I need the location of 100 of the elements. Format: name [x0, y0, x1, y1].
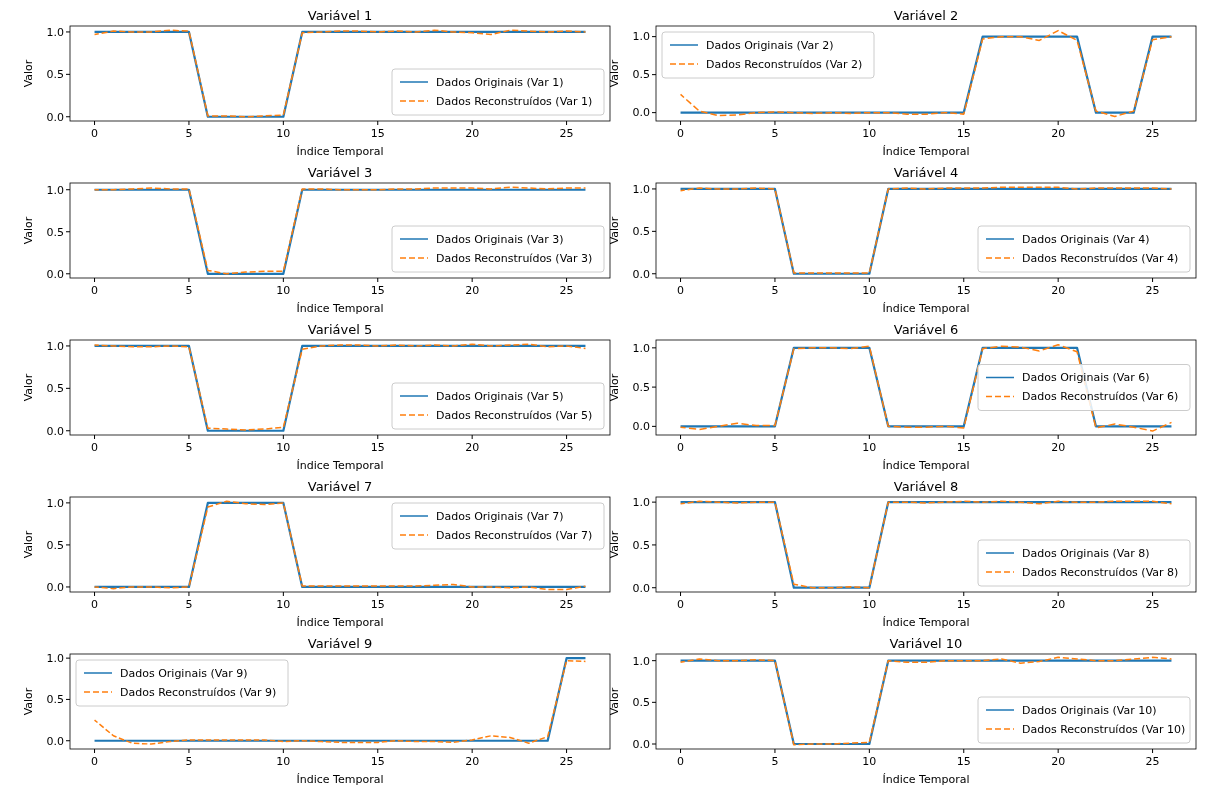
y-tick-label: 0.0	[46, 424, 64, 438]
x-tick-label: 20	[465, 441, 480, 454]
y-tick-label: 1.0	[632, 495, 650, 509]
x-tick-label: 20	[1051, 127, 1066, 140]
y-tick-label: 0.5	[632, 225, 650, 239]
legend-label: Dados Reconstruídos (Var 8)	[1022, 565, 1179, 579]
y-axis-title: Valor	[608, 216, 621, 245]
y-tick-label: 1.0	[632, 182, 650, 196]
x-tick-label: 15	[956, 755, 971, 768]
x-tick-label: 15	[370, 441, 385, 454]
y-tick-label: 0.5	[632, 696, 650, 710]
legend-label: Dados Reconstruídos (Var 1)	[436, 94, 593, 108]
x-tick-label: 20	[1051, 441, 1066, 454]
chart-title: Variável 8	[893, 479, 959, 494]
y-tick-label: 0.5	[46, 68, 64, 82]
x-tick-label: 5	[185, 755, 193, 768]
x-tick-label: 0	[677, 127, 685, 140]
x-tick-label: 5	[771, 598, 779, 611]
legend-label: Dados Originais (Var 8)	[1022, 546, 1150, 560]
x-axis-title: Índice Temporal	[296, 145, 384, 158]
x-tick-label: 25	[559, 284, 574, 297]
y-axis-title: Valor	[22, 530, 35, 559]
x-axis-title: Índice Temporal	[296, 302, 384, 315]
x-tick-label: 15	[370, 755, 385, 768]
legend-label: Dados Reconstruídos (Var 6)	[1022, 390, 1179, 404]
x-axis-title: Índice Temporal	[296, 773, 384, 786]
y-axis-title: Valor	[608, 59, 621, 88]
legend-label: Dados Reconstruídos (Var 4)	[1022, 251, 1179, 265]
chart-title: Variável 10	[889, 636, 963, 651]
y-axis-title: Valor	[22, 216, 35, 245]
y-tick-label: 0.0	[632, 267, 650, 281]
x-tick-label: 10	[276, 284, 291, 297]
y-tick-label: 1.0	[632, 30, 650, 44]
y-tick-label: 0.5	[46, 693, 64, 707]
y-axis-title: Valor	[22, 59, 35, 88]
y-axis-title: Valor	[22, 687, 35, 716]
x-tick-label: 20	[465, 127, 480, 140]
chart-title: Variável 9	[307, 636, 373, 651]
legend-label: Dados Originais (Var 7)	[436, 509, 564, 523]
x-tick-label: 25	[559, 755, 574, 768]
chart-title: Variável 5	[307, 322, 373, 337]
x-axis-title: Índice Temporal	[296, 616, 384, 629]
x-tick-label: 10	[862, 127, 877, 140]
x-tick-label: 15	[956, 284, 971, 297]
x-tick-label: 0	[91, 127, 99, 140]
x-tick-label: 25	[1145, 755, 1160, 768]
x-axis-title: Índice Temporal	[882, 616, 970, 629]
x-tick-label: 25	[559, 598, 574, 611]
x-axis-title: Índice Temporal	[882, 302, 970, 315]
x-tick-label: 5	[771, 284, 779, 297]
y-tick-label: 0.5	[632, 380, 650, 394]
x-tick-label: 0	[91, 755, 99, 768]
legend-label: Dados Originais (Var 4)	[1022, 232, 1150, 246]
x-tick-label: 0	[677, 755, 685, 768]
x-tick-label: 25	[559, 441, 574, 454]
x-axis-title: Índice Temporal	[296, 459, 384, 472]
x-tick-label: 5	[771, 755, 779, 768]
y-tick-label: 0.5	[632, 68, 650, 82]
legend-label: Dados Originais (Var 3)	[436, 232, 564, 246]
y-tick-label: 0.0	[632, 106, 650, 120]
legend-label: Dados Reconstruídos (Var 7)	[436, 528, 593, 542]
y-tick-label: 1.0	[46, 25, 64, 39]
x-tick-label: 25	[1145, 598, 1160, 611]
legend-label: Dados Reconstruídos (Var 9)	[120, 685, 277, 699]
x-tick-label: 15	[370, 127, 385, 140]
y-tick-label: 0.0	[632, 737, 650, 751]
x-tick-label: 0	[677, 441, 685, 454]
legend-label: Dados Reconstruídos (Var 5)	[436, 408, 593, 422]
chart-title: Variável 6	[893, 322, 959, 337]
y-tick-label: 0.5	[632, 538, 650, 552]
x-tick-label: 0	[91, 598, 99, 611]
y-axis-title: Valor	[608, 530, 621, 559]
chart-title: Variável 7	[307, 479, 373, 494]
y-axis-title: Valor	[22, 373, 35, 402]
x-tick-label: 25	[1145, 127, 1160, 140]
x-axis-title: Índice Temporal	[882, 145, 970, 158]
legend-label: Dados Originais (Var 6)	[1022, 371, 1150, 385]
y-tick-label: 1.0	[46, 183, 64, 197]
y-tick-label: 1.0	[46, 651, 64, 665]
x-axis-title: Índice Temporal	[882, 459, 970, 472]
x-tick-label: 10	[276, 755, 291, 768]
x-tick-label: 10	[276, 127, 291, 140]
y-tick-label: 0.0	[632, 581, 650, 595]
legend-label: Dados Reconstruídos (Var 2)	[706, 57, 863, 71]
y-axis-title: Valor	[608, 373, 621, 402]
x-tick-label: 5	[185, 598, 193, 611]
x-tick-label: 15	[370, 284, 385, 297]
y-tick-label: 1.0	[632, 341, 650, 355]
x-tick-label: 5	[185, 127, 193, 140]
x-tick-label: 0	[677, 598, 685, 611]
x-tick-label: 20	[465, 755, 480, 768]
x-tick-label: 5	[771, 127, 779, 140]
legend-label: Dados Originais (Var 1)	[436, 75, 564, 89]
x-tick-label: 25	[1145, 284, 1160, 297]
x-tick-label: 0	[91, 284, 99, 297]
y-tick-label: 0.0	[632, 420, 650, 434]
x-tick-label: 20	[465, 598, 480, 611]
x-tick-label: 25	[559, 127, 574, 140]
y-tick-label: 1.0	[46, 496, 64, 510]
x-tick-label: 15	[956, 441, 971, 454]
